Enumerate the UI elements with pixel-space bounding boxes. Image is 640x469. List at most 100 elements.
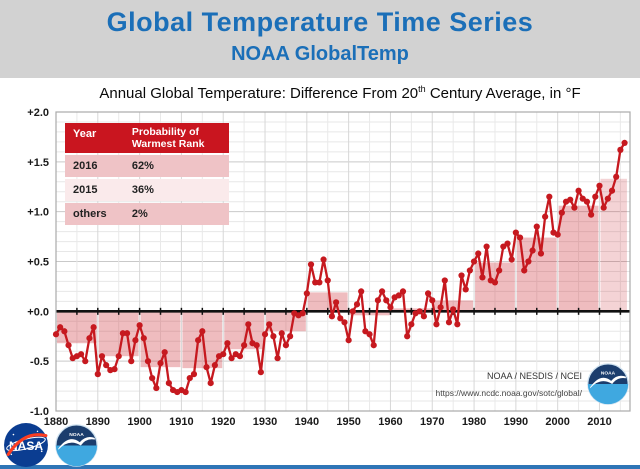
anomaly-marker [61,328,68,335]
anomaly-marker [149,375,156,382]
anomaly-marker [575,187,582,194]
row-year: others [65,203,126,226]
anomaly-marker [203,364,210,371]
anomaly-marker [374,297,382,304]
noaa-logo-text: NOAA [601,371,616,377]
anomaly-marker [416,308,423,315]
anomaly-marker [220,351,227,358]
anomaly-marker [512,229,519,236]
anomaly-marker [182,388,189,396]
row-probability: 36% [125,179,229,202]
anomaly-marker [337,315,344,322]
anomaly-marker [199,328,206,335]
anomaly-marker [324,277,331,284]
anomaly-marker [274,355,281,362]
anomaly-marker [441,277,448,284]
x-axis-tick-label: 1880 [44,416,68,428]
row-probability: 2% [125,203,229,226]
anomaly-marker [241,342,248,349]
anomaly-marker [299,310,306,317]
table-row: 2016 62% [65,155,229,178]
nasa-logo-icon: NASA [4,423,48,467]
anomaly-marker [558,209,565,216]
anomaly-marker [445,319,453,326]
anomaly-marker [165,379,172,387]
annual-anomaly-series [52,139,628,396]
anomaly-marker [596,182,603,189]
attribution-agency: NOAA / NESDIS / NCEI [486,371,582,381]
footer: January 2017|NOAA/NASA – Annual Global A… [0,435,640,469]
plot-border [55,111,631,412]
anomaly-marker [583,198,591,205]
anomaly-marker [195,337,202,344]
page-title: Global Temperature Time Series [106,7,534,37]
anomaly-marker [115,353,122,360]
chart-title-sup: th [418,84,426,94]
x-axis-tick-label: 1990 [504,416,528,428]
anomaly-marker [186,375,193,382]
anomaly-marker [420,313,427,320]
anomaly-marker [383,297,390,304]
anomaly-marker [98,353,106,360]
noaa-logo-text: NOAA [69,432,84,438]
anomaly-marker [437,304,444,311]
anomaly-marker [282,342,290,349]
anomaly-marker [542,213,549,220]
table-row: 2015 36% [65,179,229,202]
footer-accent-bar [0,465,640,469]
anomaly-marker [266,321,273,328]
anomaly-marker [65,342,72,349]
attribution-url-link[interactable]: https://www.ncdc.noaa.gov/sotc/global/ [435,388,582,398]
x-axis-tick-label: 1900 [127,416,151,428]
anomaly-marker [261,331,269,338]
anomaly-marker [153,384,160,392]
anomaly-marker [132,337,139,344]
anomaly-marker [567,196,574,203]
x-axis-tick-label: 1930 [253,416,277,428]
anomaly-marker [450,306,457,313]
anomaly-marker [395,292,402,299]
anomaly-marker [592,193,599,200]
anomaly-marker [190,371,198,378]
y-axis-tick-label: -0.5 [30,356,49,368]
anomaly-marker [387,304,394,311]
anomaly-marker [253,342,260,349]
y-axis-tick-label: +1.0 [27,207,49,219]
col-header-probability: Probability of Warmest Rank [131,126,205,151]
x-axis-tick-label: 1960 [378,416,402,428]
anomaly-marker [287,333,294,340]
anomaly-marker [316,279,323,286]
anomaly-marker [358,288,365,295]
x-axis-tick-label: 1920 [211,416,235,428]
anomaly-marker [433,321,440,328]
row-year: 2016 [65,155,126,178]
anomaly-marker [303,290,310,297]
table-row: others 2% [65,203,229,226]
anomaly-marker [207,379,214,387]
x-axis-tick-label: 1980 [462,416,486,428]
y-axis-tick-label: +0.0 [27,306,49,318]
anomaly-marker [211,362,218,369]
anomaly-marker [613,173,620,180]
header-band: Global Temperature Time Series NOAA Glob… [0,0,640,78]
anomaly-marker [429,297,436,304]
anomaly-marker [470,258,478,265]
anomaly-marker [525,258,532,265]
anomaly-marker [424,290,432,297]
decade-average-bar [558,205,599,312]
anomaly-marker [466,267,473,274]
anomaly-marker [533,223,540,230]
y-axis-tick-label: -1.0 [30,406,49,418]
anomaly-marker [353,301,361,308]
anomaly-marker [144,358,152,365]
anomaly-marker [408,321,415,328]
anomaly-marker [491,279,499,286]
anomaly-marker [458,272,465,279]
anomaly-marker [161,349,168,356]
x-axis-tick-label: 1970 [420,416,444,428]
anomaly-marker [245,321,252,328]
probability-table: Year Probability of Warmest Rank 2016 62… [65,123,229,227]
chart-title-post: Century Average, in °F [425,85,581,102]
anomaly-marker [320,256,327,263]
